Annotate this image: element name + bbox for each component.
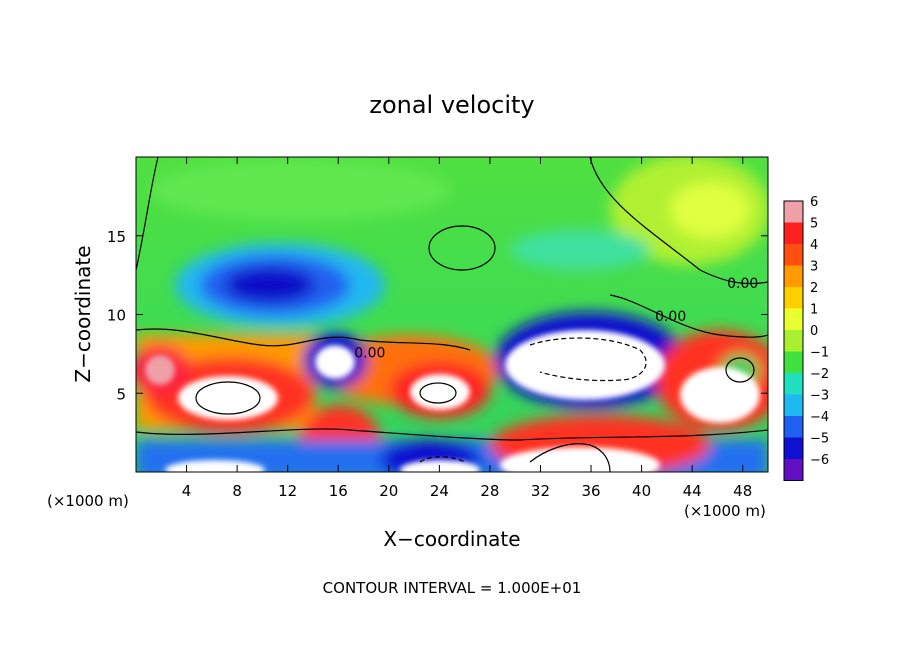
x-tick-label: 16: [329, 482, 348, 500]
colorbar-tick-label: −2: [810, 367, 829, 382]
colorbar-swatch: [784, 437, 803, 459]
colorbar-swatch: [784, 222, 803, 244]
colorbar-swatch: [784, 287, 803, 309]
y-axis-label: Z−coordinate: [71, 245, 95, 382]
colorbar-swatch: [784, 330, 803, 352]
colorbar-tick-label: 0: [810, 324, 818, 339]
colorbar-tick-label: −3: [810, 389, 829, 404]
colorbar-swatch: [784, 308, 803, 330]
colorbar-swatch: [784, 416, 803, 438]
contour-interval-footer: CONTOUR INTERVAL = 1.000E+01: [323, 579, 582, 597]
x-tick-label: 12: [278, 482, 297, 500]
colorbar-tick-label: −6: [810, 453, 829, 468]
colorbar-swatch: [784, 373, 803, 395]
colorbar-tick-label: −5: [810, 432, 829, 447]
contour-label: 0.00: [354, 345, 385, 361]
x-tick-label: 28: [480, 482, 499, 500]
y-axis-ticks: 5 10 15: [107, 228, 768, 403]
x-axis-unit-right: (×1000 m): [684, 502, 766, 520]
colorbar-tick-label: 3: [810, 260, 818, 275]
x-tick-label: 8: [232, 482, 242, 500]
y-tick-label: 15: [107, 228, 126, 246]
x-tick-label: 24: [430, 482, 449, 500]
heatmap-field: [136, 157, 768, 472]
x-tick-label: 4: [182, 482, 192, 500]
contour-labels: 0.00 0.00 0.00: [354, 276, 758, 361]
colorbar-tick-label: 4: [810, 238, 818, 253]
y-tick-label: 5: [116, 385, 126, 403]
colorbar-tick-label: 2: [810, 281, 818, 296]
colorbar-frame: [783, 200, 804, 481]
x-tick-label: 48: [733, 482, 752, 500]
colorbar-tick-label: −1: [810, 346, 829, 361]
x-tick-label: 44: [683, 482, 702, 500]
chart-title: zonal velocity: [369, 91, 534, 119]
colorbar: 6 5 4 3 2 1 0 −1 −2 −3 −4 −5 −6: [783, 195, 829, 481]
x-tick-label: 40: [632, 482, 651, 500]
x-axis-label: X−coordinate: [383, 527, 520, 551]
colorbar-swatch: [784, 244, 803, 266]
colorbar-tick-label: 5: [810, 217, 818, 232]
x-tick-label: 20: [379, 482, 398, 500]
colorbar-tick-label: −4: [810, 410, 829, 425]
colorbar-swatch: [784, 265, 803, 287]
colorbar-swatch: [784, 201, 803, 223]
contour-label: 0.00: [655, 309, 686, 325]
colorbar-swatch: [784, 351, 803, 373]
x-axis-ticks: 4 8 12 16 20 24 28 32 36 40 44 48: [182, 157, 752, 500]
x-tick-label: 36: [581, 482, 600, 500]
y-tick-label: 10: [107, 307, 126, 325]
x-tick-label: 32: [531, 482, 550, 500]
contour-label: 0.00: [727, 276, 758, 292]
colorbar-swatch: [784, 394, 803, 416]
colorbar-tick-label: 1: [810, 303, 818, 318]
colorbar-swatch: [784, 459, 803, 481]
colorbar-tick-label: 6: [810, 195, 818, 210]
x-axis-unit-left: (×1000 m): [47, 492, 129, 510]
